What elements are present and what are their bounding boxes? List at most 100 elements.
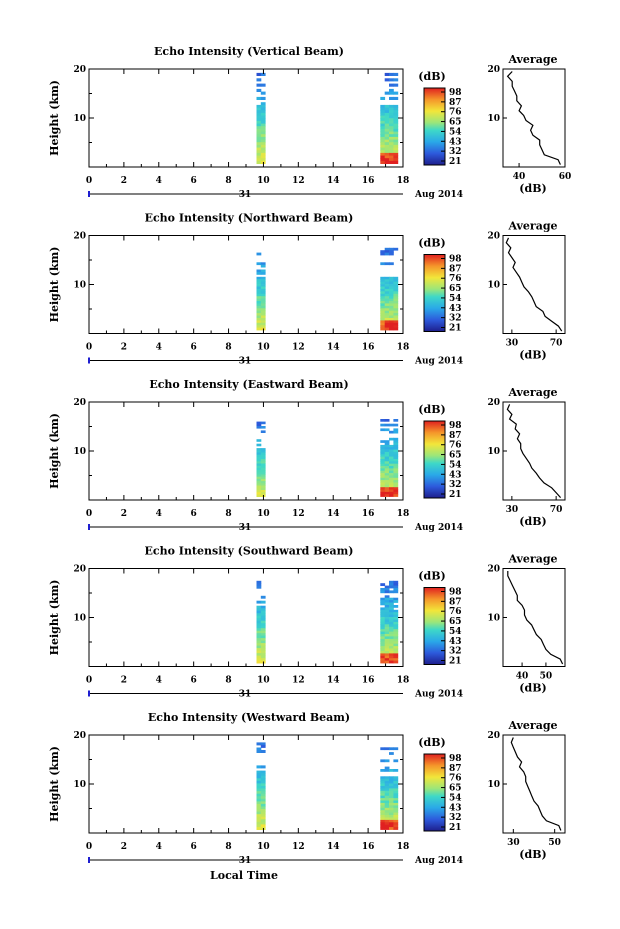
profile-line	[506, 404, 562, 499]
echo-cell	[393, 144, 399, 148]
echo-cell	[389, 824, 394, 828]
echo-cell	[260, 112, 266, 116]
echo-cell	[256, 104, 262, 108]
plot-frame	[88, 734, 404, 834]
echo-cell	[256, 454, 262, 458]
echo-cell	[393, 291, 399, 295]
echo-cell	[384, 298, 390, 302]
profile-y-tick-label: 10	[487, 780, 500, 790]
echo-cell	[256, 78, 262, 82]
echo-cell	[380, 795, 386, 799]
profile-x-tick-label: 30	[507, 838, 520, 848]
echo-cell	[380, 293, 386, 297]
echo-cell	[389, 461, 394, 464]
echo-cell	[389, 150, 394, 154]
echo-cell	[389, 617, 394, 620]
echo-cell	[393, 91, 399, 95]
echo-cell	[384, 428, 390, 432]
echo-cell	[256, 801, 262, 805]
echo-cell	[256, 325, 262, 328]
echo-cell	[256, 620, 262, 624]
y-axis-label: Height (km)	[48, 746, 61, 822]
echo-cell	[393, 461, 399, 464]
x-tick-label: 18	[397, 509, 410, 519]
echo-cell	[260, 463, 266, 467]
echo-cell	[260, 786, 266, 789]
echo-cell	[389, 112, 394, 116]
echo-cell	[393, 470, 399, 474]
echo-cell	[380, 817, 386, 821]
echo-cell	[389, 648, 394, 652]
echo-cell	[384, 609, 390, 613]
echo-cell	[389, 147, 394, 151]
colorbar-tick-label: 54	[449, 294, 462, 304]
echo-cell	[260, 778, 266, 782]
echo-cell	[260, 452, 266, 456]
echo-cell	[393, 786, 399, 789]
echo-cell	[260, 485, 266, 489]
echo-cell	[256, 796, 262, 800]
profile-y-tick-label: 20	[487, 232, 500, 242]
echo-cell	[260, 262, 266, 266]
echo-cell	[389, 827, 394, 830]
echo-cell	[389, 449, 394, 453]
echo-cell	[384, 624, 390, 628]
colorbar-tick-label: 21	[449, 657, 462, 667]
x-tick-label: 10	[257, 676, 270, 686]
echo-cell	[384, 155, 390, 159]
x-tick-label: 6	[191, 676, 197, 686]
echo-cell	[393, 783, 399, 787]
echo-cell	[380, 449, 386, 453]
echo-cell	[393, 489, 399, 493]
echo-cell	[384, 276, 390, 280]
y-tick-label: 10	[73, 281, 86, 291]
echo-cell	[380, 759, 386, 763]
echo-cell	[393, 781, 399, 784]
profile-x-tick-label: 40	[513, 172, 526, 182]
echo-cell	[380, 822, 386, 826]
echo-cell	[256, 252, 262, 256]
echo-cell	[384, 769, 390, 772]
echo-cell	[384, 144, 390, 148]
echo-cell	[380, 281, 386, 285]
echo-cell	[256, 310, 262, 314]
echo-cell	[256, 483, 262, 486]
colorbar	[423, 87, 446, 166]
echo-cell	[389, 600, 394, 603]
echo-cell	[256, 742, 262, 746]
echo-cell	[384, 631, 390, 635]
panel-1: Echo Intensity (Vertical Beam) Height (km…	[48, 45, 571, 200]
echo-cell	[380, 624, 386, 628]
profile-title: Average	[507, 386, 557, 399]
echo-cell	[260, 310, 266, 314]
echo-cell	[260, 478, 266, 482]
echo-cell	[384, 327, 390, 331]
echo-cell	[256, 633, 262, 637]
echo-cell	[393, 776, 399, 780]
echo-cell	[389, 286, 394, 290]
echo-cell	[389, 247, 394, 251]
echo-cell	[380, 444, 386, 448]
echo-cell	[393, 487, 399, 490]
panel-title: Echo Intensity (Northward Beam)	[145, 212, 354, 225]
echo-cell	[384, 444, 390, 448]
echo-cell	[389, 636, 394, 640]
echo-cell	[260, 272, 266, 275]
echo-cell	[380, 250, 386, 253]
echo-cell	[256, 811, 262, 815]
x-tick-label: 16	[362, 676, 375, 686]
y-tick-label: 20	[73, 232, 86, 242]
echo-cell	[384, 308, 390, 312]
echo-cell	[260, 744, 266, 748]
echo-cell	[260, 655, 266, 659]
echo-cell	[384, 126, 390, 130]
echo-cell	[384, 588, 390, 591]
echo-cell	[393, 428, 399, 432]
echo-cell	[384, 301, 390, 304]
colorbar-tick-label: 98	[449, 588, 462, 598]
colorbar-tick-label: 87	[449, 597, 462, 607]
echo-cell	[260, 618, 266, 622]
echo-cell	[256, 318, 262, 321]
echo-cell	[256, 791, 262, 795]
echo-cell	[260, 474, 266, 478]
